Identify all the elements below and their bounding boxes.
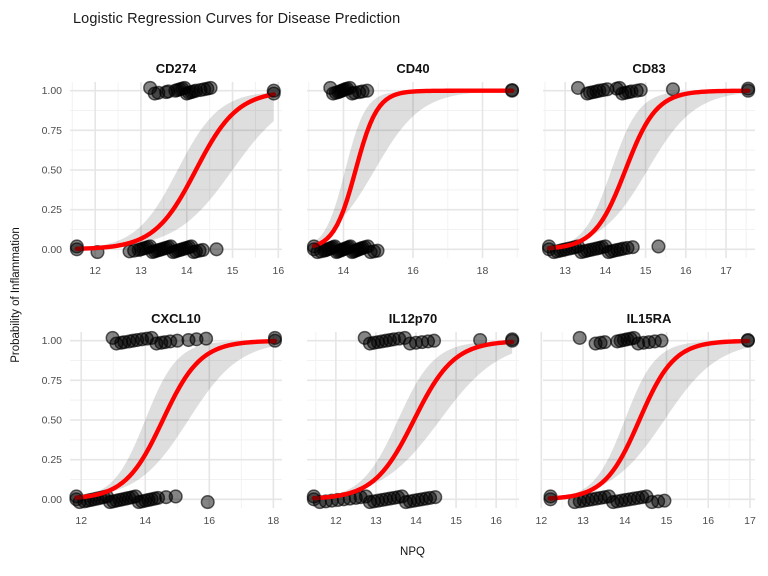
y-tick-label: 1.00 [42, 85, 63, 97]
x-tick-label: 16 [702, 515, 714, 527]
x-tick-label: 16 [203, 515, 215, 527]
facet-panel-cd40: 14 16 18 [306, 80, 520, 277]
facet-title-il15ra: IL15RA [626, 311, 672, 326]
y-tick-label: 0.25 [42, 454, 63, 466]
x-tick-label: 14 [181, 265, 193, 277]
x-tick-label: 16 [490, 515, 502, 527]
x-tick-label: 12 [75, 515, 87, 527]
y-tick-label: 0.00 [42, 244, 63, 256]
x-tick-label: 17 [744, 515, 756, 527]
facet-panel-cd274: 12 13 14 15 16 0.00 0.25 0.50 0.75 1.00 [42, 80, 284, 277]
x-tick-label: 12 [89, 265, 101, 277]
x-tick-label: 16 [272, 265, 284, 277]
x-tick-label: 15 [661, 515, 673, 527]
x-tick-label: 13 [577, 515, 589, 527]
facet-panel-cxcl10: 12 14 16 18 0.00 0.25 0.50 0.75 1.00 [42, 330, 283, 527]
facet-title-cxcl10: CXCL10 [151, 311, 201, 326]
y-tick-label: 0.50 [42, 415, 63, 427]
x-tick-label: 14 [619, 515, 631, 527]
x-tick-label: 12 [330, 515, 342, 527]
x-tick-label: 13 [559, 265, 571, 277]
x-tick-label: 14 [410, 515, 422, 527]
facet-panel-cd83: 13 14 15 16 17 [541, 80, 756, 277]
facet-title-cd83: CD83 [632, 61, 666, 76]
x-tick-label: 18 [477, 265, 489, 277]
y-tick-label: 0.75 [42, 125, 63, 137]
x-tick-label: 12 [535, 515, 547, 527]
y-tick-label: 0.00 [42, 494, 63, 506]
facet-title-cd40: CD40 [396, 61, 430, 76]
x-tick-label: 15 [640, 265, 652, 277]
y-tick-label: 0.50 [42, 165, 63, 177]
y-tick-label: 1.00 [42, 335, 63, 347]
x-tick-label: 14 [600, 265, 612, 277]
y-tick-label: 0.25 [42, 204, 63, 216]
facet-title-cd274: CD274 [155, 61, 197, 76]
x-tick-label: 13 [135, 265, 147, 277]
x-tick-label: 18 [268, 515, 280, 527]
x-axis-title: NPQ [400, 546, 425, 558]
x-tick-label: 14 [139, 515, 151, 527]
x-tick-label: 14 [338, 265, 350, 277]
y-tick-label: 0.75 [42, 375, 63, 387]
facet-panel-il15ra: 12 13 14 15 16 17 [535, 330, 756, 527]
x-tick-label: 16 [680, 265, 692, 277]
chart-title: Logistic Regression Curves for Disease P… [73, 11, 401, 27]
y-axis-title: Probability of Inflammation [10, 227, 22, 363]
x-tick-label: 16 [407, 265, 419, 277]
x-tick-label: 15 [227, 265, 239, 277]
facet-panel-il12p70: 12 13 14 15 16 [306, 330, 520, 527]
facet-title-il12p70: IL12p70 [388, 311, 438, 326]
x-tick-label: 13 [370, 515, 382, 527]
x-tick-label: 17 [720, 265, 732, 277]
x-tick-label: 15 [450, 515, 462, 527]
